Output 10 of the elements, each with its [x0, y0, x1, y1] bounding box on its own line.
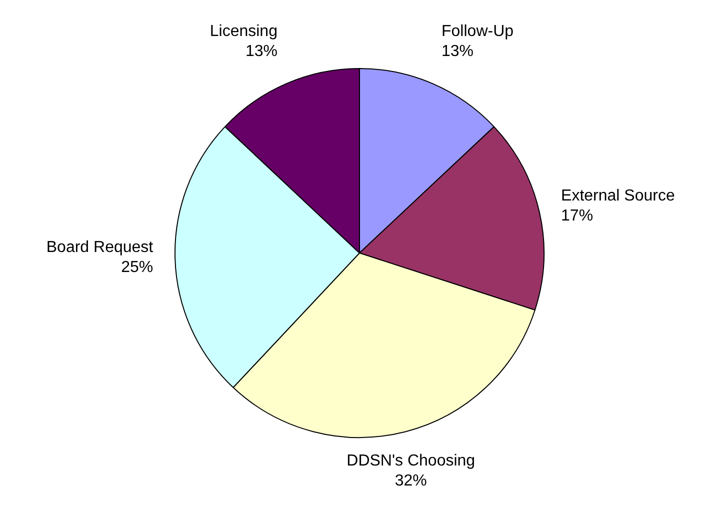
- data-label: 13%: [442, 42, 474, 60]
- data-label: 13%: [245, 42, 278, 60]
- slice-label: DDSN's Choosing: [346, 452, 476, 470]
- slice-label: External Source: [561, 187, 675, 204]
- slice-label: Follow-Up: [442, 22, 514, 40]
- data-label: 17%: [561, 207, 594, 224]
- slice-label: Board Request: [46, 238, 154, 256]
- data-label: 32%: [394, 472, 427, 490]
- data-label: 25%: [121, 258, 154, 276]
- slice-label: Licensing: [210, 22, 278, 40]
